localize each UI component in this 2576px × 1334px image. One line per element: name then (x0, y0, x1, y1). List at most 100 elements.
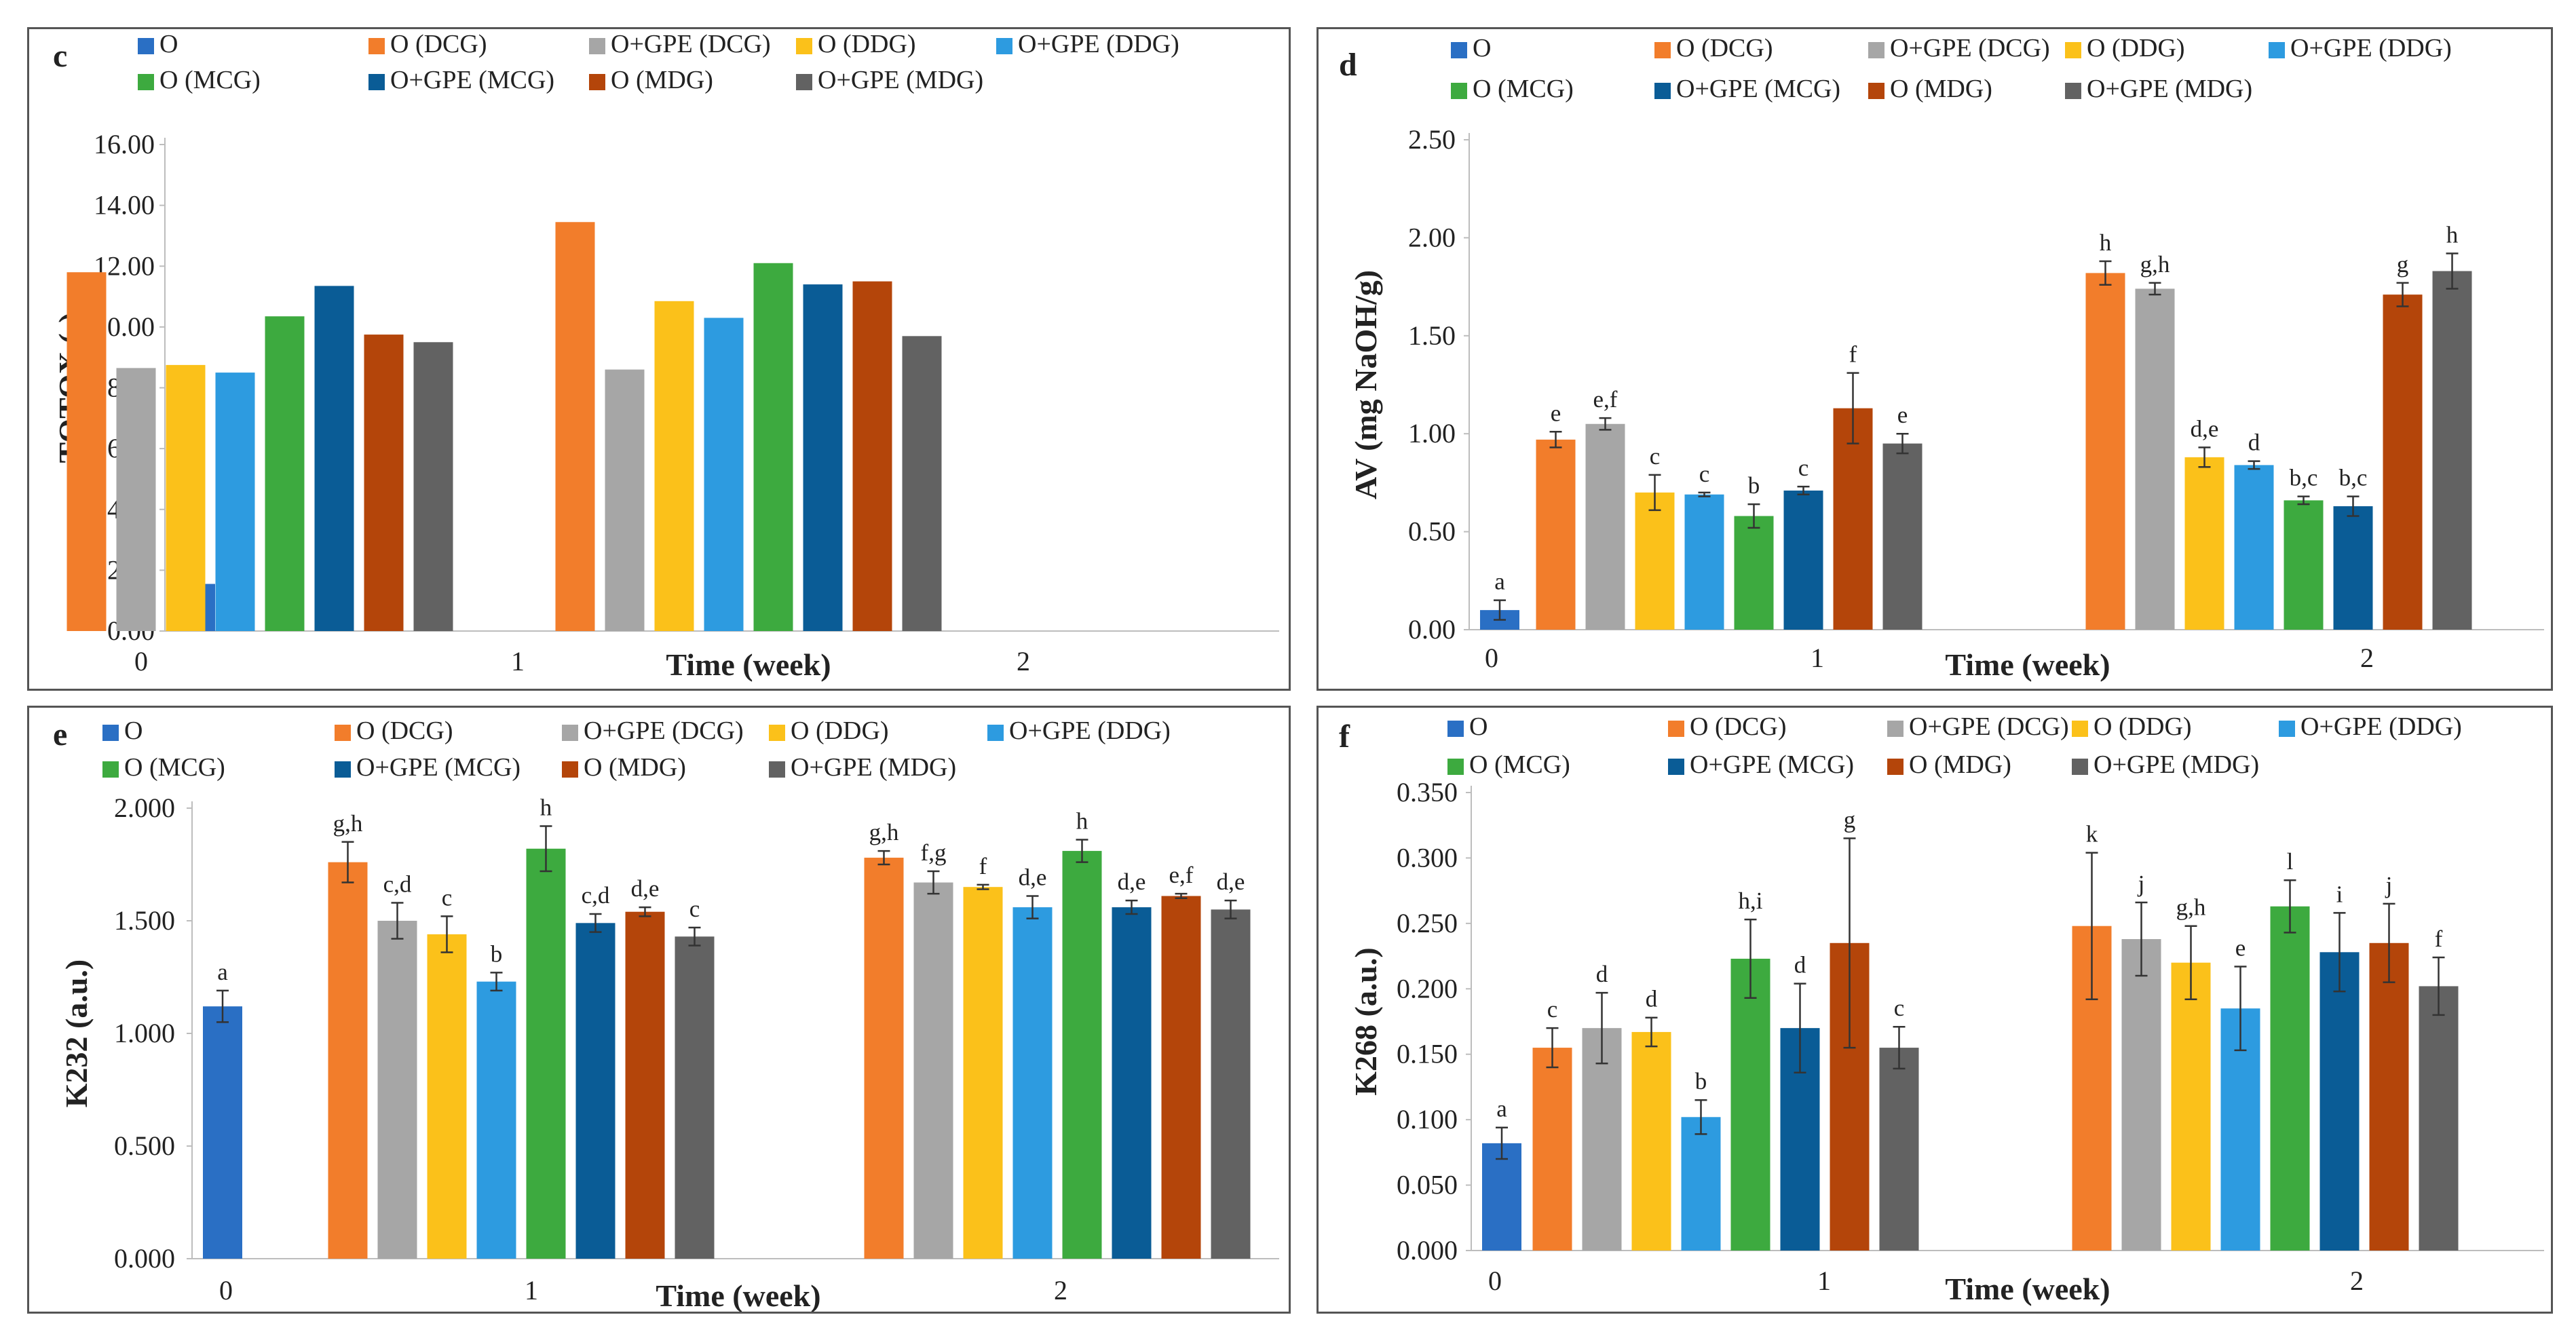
legend-item-label: O (DDG) (791, 717, 889, 745)
significance-label: e,f (1593, 386, 1618, 413)
y-tick-label: 0.000 (114, 1243, 175, 1274)
significance-label: a (1496, 1096, 1507, 1122)
significance-label: d (1596, 961, 1608, 987)
significance-label: h (540, 795, 552, 821)
legend-item-label: O (124, 717, 143, 745)
significance-label: f (1849, 341, 1857, 368)
significance-label: c (1894, 995, 1905, 1021)
bar (1532, 1048, 1572, 1251)
legend-swatch (562, 725, 578, 741)
legend-item-label: O (DCG) (390, 30, 487, 58)
chart-d-svg: d O O (DCG) O+GPE (DCG) O (DDG) O+GPE (DDG) O … (1339, 34, 2544, 682)
x-tick-label: 1 (525, 1275, 538, 1306)
significance-label: d,e (1019, 864, 1047, 890)
significance-label: c (442, 884, 453, 911)
legend-item-label: O (DDG) (2087, 34, 2185, 62)
bar (753, 263, 793, 631)
legend-swatch (138, 38, 154, 54)
x-tick-label: 0 (219, 1275, 233, 1306)
significance-label: e (1897, 402, 1908, 428)
legend-item-label: O+GPE (DDG) (1009, 717, 1171, 745)
bar (1112, 907, 1152, 1259)
significance-label: g (1844, 807, 1856, 833)
legend-item-label: O (MCG) (1469, 750, 1570, 779)
bar (2121, 939, 2161, 1251)
significance-label: d (1646, 986, 1658, 1012)
bar (116, 368, 156, 631)
y-tick-label: 2.50 (1408, 124, 1456, 155)
legend-item-label: O (MCG) (159, 66, 261, 94)
y-tick-label: 0.050 (1397, 1170, 1458, 1200)
y-tick-label: 0.250 (1397, 908, 1458, 938)
legend-swatch (368, 74, 385, 90)
legend-item-label: O+GPE (DCG) (611, 30, 771, 58)
bar (1161, 896, 1201, 1259)
y-tick-label: 0.00 (1408, 614, 1456, 645)
significance-label: d,e (2191, 415, 2219, 442)
y-tick-label: 0.200 (1397, 973, 1458, 1004)
bar (704, 318, 744, 631)
significance-label: j (2137, 871, 2145, 897)
legend-swatch (2072, 759, 2088, 775)
legend-swatch (1447, 721, 1464, 737)
legend-swatch (1447, 759, 1464, 775)
legend-swatch (1451, 42, 1467, 58)
legend-item-label: O (DDG) (818, 30, 916, 58)
legend-item-label: O (DDG) (2094, 712, 2192, 741)
significance-label: c (1547, 996, 1558, 1023)
legend-item-label: O (MCG) (124, 753, 225, 782)
bar (215, 373, 255, 631)
panel-e: e O O (DCG) O+GPE (DCG) O (DDG) O+GPE (DDG) O … (27, 706, 1291, 1314)
y-tick-label: 0.350 (1397, 777, 1458, 807)
x-tick-label: 1 (511, 646, 525, 676)
x-tick-label: 2 (1017, 646, 1030, 676)
bar (803, 284, 843, 631)
bar (265, 316, 305, 631)
legend-swatch (138, 74, 154, 90)
significance-label: e (1551, 400, 1561, 426)
y-tick-label: 0.100 (1397, 1104, 1458, 1135)
panel-label: c (53, 38, 67, 74)
legend-item-label: O+GPE (MCG) (1676, 75, 1840, 103)
legend-swatch (589, 38, 605, 54)
bar (166, 364, 206, 631)
legend-swatch (1868, 42, 1884, 58)
x-tick-label: 1 (1817, 1265, 1831, 1296)
legend-swatch (368, 38, 385, 54)
significance-label: h (2100, 229, 2112, 256)
bar (67, 272, 107, 631)
bar (427, 934, 467, 1259)
chart-f-svg: f O O (DCG) O+GPE (DCG) O (DDG) O+GPE (DDG) O … (1339, 712, 2544, 1306)
legend-swatch (796, 74, 812, 90)
legend-swatch (589, 74, 605, 90)
bar (2419, 986, 2459, 1251)
significance-label: b (1748, 472, 1760, 499)
legend-item-label: O+GPE (DDG) (2290, 34, 2452, 62)
significance-label: g,h (2176, 894, 2206, 921)
bar (2284, 500, 2324, 630)
legend-swatch (796, 38, 812, 54)
bar (1211, 909, 1251, 1259)
bar (2333, 506, 2373, 630)
legend-swatch (2065, 42, 2081, 58)
bar (2085, 273, 2125, 630)
panel-label: d (1339, 47, 1357, 83)
legend-item-label: O+GPE (DCG) (1890, 34, 2050, 62)
bar (526, 848, 566, 1259)
legend-swatch (1668, 721, 1684, 737)
x-tick-label: 0 (1488, 1265, 1502, 1296)
bar (2383, 294, 2423, 630)
bar (605, 369, 645, 631)
y-tick-label: 0.300 (1397, 842, 1458, 873)
panel-f: f O O (DCG) O+GPE (DCG) O (DDG) O+GPE (DDG) O … (1317, 706, 2553, 1314)
y-tick-label: 1.00 (1408, 418, 1456, 449)
bar (1882, 443, 1922, 630)
legend-swatch (1868, 83, 1884, 99)
legend-swatch (335, 725, 351, 741)
legend-swatch (769, 725, 785, 741)
legend-item-label: O (MDG) (611, 66, 713, 94)
significance-label: g,h (2140, 251, 2170, 278)
bar (1012, 907, 1053, 1259)
significance-label: d,e (1118, 869, 1146, 895)
legend-item-label: O (1473, 34, 1491, 62)
